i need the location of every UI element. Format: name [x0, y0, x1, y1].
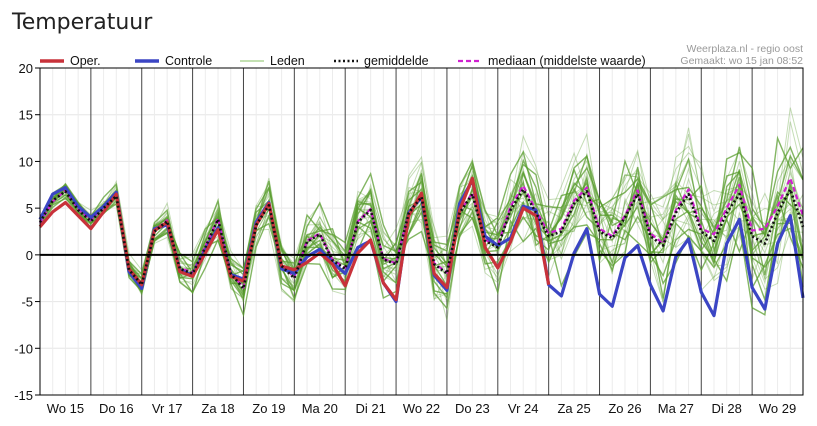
x-tick-label: Do 23 — [455, 401, 490, 416]
y-tick-label: -15 — [14, 388, 33, 403]
x-tick-label: Di 21 — [355, 401, 385, 416]
legend: Oper. Controle Leden gemiddelde mediaan (mid… — [40, 54, 646, 68]
series-oper — [38, 176, 551, 302]
member-line — [39, 169, 804, 302]
series-lines — [38, 176, 805, 318]
x-tick-label: Za 25 — [557, 401, 590, 416]
credit-source: Weerplaza.nl - regio oost — [686, 43, 803, 55]
plot-frame — [39, 67, 804, 396]
y-tick-label: 20 — [19, 61, 33, 76]
credit-created: Gemaakt: wo 15 jan 08:52 — [680, 55, 803, 67]
member-line — [39, 154, 804, 288]
y-tick-label: 0 — [26, 248, 33, 263]
x-tick-label: Ma 27 — [658, 401, 694, 416]
legend-label: gemiddelde — [364, 54, 429, 68]
y-tick-label: 5 — [26, 201, 33, 216]
member-line — [39, 107, 804, 284]
member-line — [39, 145, 804, 290]
series-mediaan — [39, 177, 805, 289]
axes: -15 -10 -5 0 5 10 15 20 Wo 15 Do 16 Vr 17 Za 18 Zo 1… — [14, 61, 804, 416]
y-tick-label: 10 — [19, 154, 33, 169]
legend-label: mediaan (middelste waarde) — [488, 54, 646, 68]
member-line — [39, 160, 804, 303]
x-tick-label: Vr 24 — [508, 401, 539, 416]
x-tick-label: Wo 15 — [47, 401, 84, 416]
legend-label: Controle — [165, 54, 212, 68]
y-tick-label: -10 — [14, 341, 33, 356]
member-line — [39, 133, 804, 298]
page-title: Temperatuur — [12, 10, 153, 35]
x-tick-label: Ma 20 — [302, 401, 338, 416]
member-line — [39, 152, 804, 290]
member-line — [39, 127, 804, 280]
x-tick-label: Zo 26 — [608, 401, 641, 416]
legend-label: Leden — [270, 54, 305, 68]
y-tick-label: 15 — [19, 108, 33, 123]
x-tick-label: Vr 17 — [152, 401, 183, 416]
x-tick-label: Za 18 — [201, 401, 234, 416]
member-line — [39, 179, 804, 318]
x-tick-label: Do 16 — [99, 401, 134, 416]
series-gemiddelde — [38, 188, 805, 290]
x-tick-label: Zo 19 — [252, 401, 285, 416]
x-tick-label: Wo 29 — [759, 401, 796, 416]
credits: Weerplaza.nl - regio oost Gemaakt: wo 15… — [680, 43, 803, 67]
legend-label: Oper. — [70, 54, 101, 68]
x-tick-label: Di 28 — [712, 401, 742, 416]
x-tick-label: Wo 22 — [403, 401, 440, 416]
y-tick-label: -5 — [21, 295, 33, 310]
member-line — [39, 182, 804, 303]
